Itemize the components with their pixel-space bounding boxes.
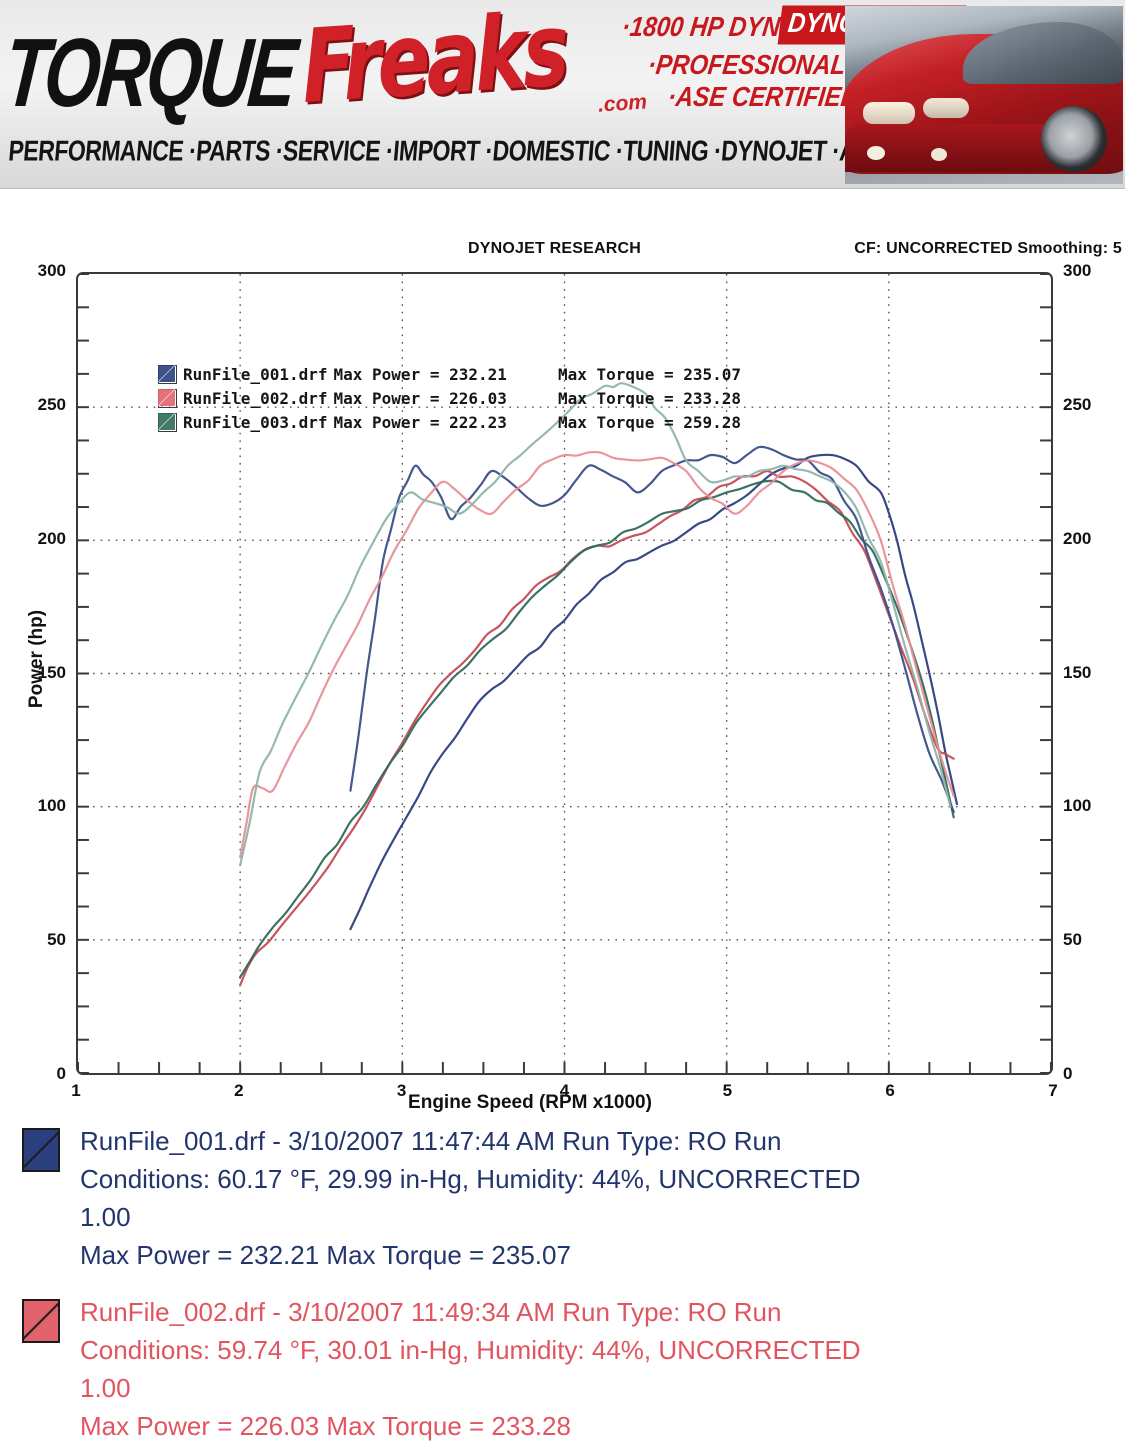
run-line-cf: 1.00: [80, 1373, 131, 1403]
chart-title: DYNOJET RESEARCH: [468, 240, 642, 257]
x-tick-label: 5: [722, 1081, 733, 1100]
y-tick-label-left: 100: [37, 796, 66, 816]
run-color-swatch: [22, 1299, 60, 1343]
legend-max-torque: Max Torque = 235.07: [558, 364, 742, 384]
y-tick-label-right: 150: [1063, 662, 1092, 682]
plot-area: RunFile_001.drf Max Power = 232.21 Max Tor…: [76, 272, 1053, 1075]
run-line-cf: 1.00: [80, 1202, 131, 1232]
legend-file-label: RunFile_002.drf: [183, 388, 328, 408]
y-tick-label-left: 300: [37, 261, 66, 280]
run-line-title: RunFile_001.drf - 3/10/2007 11:47:44 AM …: [80, 1126, 782, 1156]
banner-brand-red: Freaks: [300, 0, 568, 127]
plot-legend: RunFile_001.drf Max Power = 232.21 Max Tor…: [158, 362, 741, 434]
y-tick-label-right: 0: [1063, 1064, 1073, 1083]
run-line-title: RunFile_002.drf - 3/10/2007 11:49:34 AM …: [80, 1297, 782, 1327]
legend-max-power: Max Power = 232.21: [333, 364, 507, 384]
y-tick-label-right: 200: [1063, 528, 1092, 548]
run-info-block: RunFile_002.drf - 3/10/2007 11:49:34 AM …: [22, 1293, 1125, 1445]
grid-layer: [78, 274, 1051, 1073]
legend-row: RunFile_003.drf Max Power = 222.23 Max Tor…: [158, 410, 741, 434]
banner-callout-professional: ·PROFESSIONAL: [646, 49, 848, 81]
legend-color-swatch: [158, 388, 177, 408]
legend-max-power: Max Power = 222.23: [333, 412, 507, 432]
site-banner: TORQUE Freaks .com ·1800 HP DYNO DYNO TU…: [0, 0, 1125, 189]
legend-max-power: Max Power = 226.03: [333, 388, 507, 408]
legend-row: RunFile_001.drf Max Power = 232.21 Max Tor…: [158, 362, 741, 386]
x-tick-label: 7: [1048, 1081, 1058, 1100]
banner-dotcom: .com: [597, 90, 648, 117]
run-color-swatch: [22, 1128, 60, 1172]
y-tick-label-right: 250: [1063, 394, 1092, 414]
y-tick-label-left: 200: [37, 528, 66, 548]
curves-layer: [239, 382, 959, 987]
x-tick-label: 4: [559, 1081, 570, 1100]
legend-file-label: RunFile_001.drf: [183, 364, 328, 384]
legend-max-torque: Max Torque = 259.28: [558, 412, 742, 432]
run-line-maxvalues: Max Power = 232.21 Max Torque = 235.07: [80, 1240, 571, 1270]
x-tick-label: 6: [885, 1081, 895, 1100]
x-tick-label: 3: [396, 1081, 407, 1100]
legend-row: RunFile_002.drf Max Power = 226.03 Max Tor…: [158, 386, 741, 410]
legend-file-label: RunFile_003.drf: [183, 412, 328, 432]
legend-color-swatch: [158, 364, 177, 384]
banner-tagline: PERFORMANCE ·PARTS ·SERVICE ·IMPORT ·DOM…: [7, 134, 891, 167]
x-tick-label: 2: [234, 1081, 244, 1100]
y-tick-label-left: 150: [37, 662, 66, 682]
y-tick-label-left: 250: [37, 394, 66, 414]
banner-callout-ase: ·ASE CERTIFIED: [666, 81, 861, 113]
legend-color-swatch: [158, 412, 177, 432]
run-info-block: RunFile_001.drf - 3/10/2007 11:47:44 AM …: [22, 1122, 1125, 1274]
car-photo: [845, 6, 1123, 184]
y-tick-label-right: 300: [1063, 261, 1092, 280]
y-axis-label-left: Power (hp): [26, 609, 48, 709]
y-tick-label-left: 50: [47, 930, 66, 950]
banner-callout-dyno: ·1800 HP DYNO: [620, 11, 801, 43]
x-tick-label: 1: [71, 1081, 81, 1100]
y-tick-label-right: 50: [1063, 930, 1082, 950]
y-tick-label-right: 100: [1063, 796, 1092, 816]
legend-max-torque: Max Torque = 233.28: [558, 388, 742, 408]
dyno-chart: DYNOJET RESEARCH CF: UNCORRECTED Smoothi…: [0, 188, 1125, 1128]
y-tick-label-left: 0: [56, 1064, 66, 1083]
run-line-conditions: Conditions: 59.74 °F, 30.01 in-Hg, Humid…: [80, 1335, 861, 1365]
banner-brand-dark: TORQUE: [0, 19, 299, 128]
run-line-maxvalues: Max Power = 226.03 Max Torque = 233.28: [80, 1411, 571, 1441]
chart-correction-info: CF: UNCORRECTED Smoothing: 5: [854, 240, 1122, 257]
run-line-conditions: Conditions: 60.17 °F, 29.99 in-Hg, Humid…: [80, 1164, 861, 1194]
x-axis-label: Engine Speed (RPM x1000): [408, 1092, 652, 1113]
